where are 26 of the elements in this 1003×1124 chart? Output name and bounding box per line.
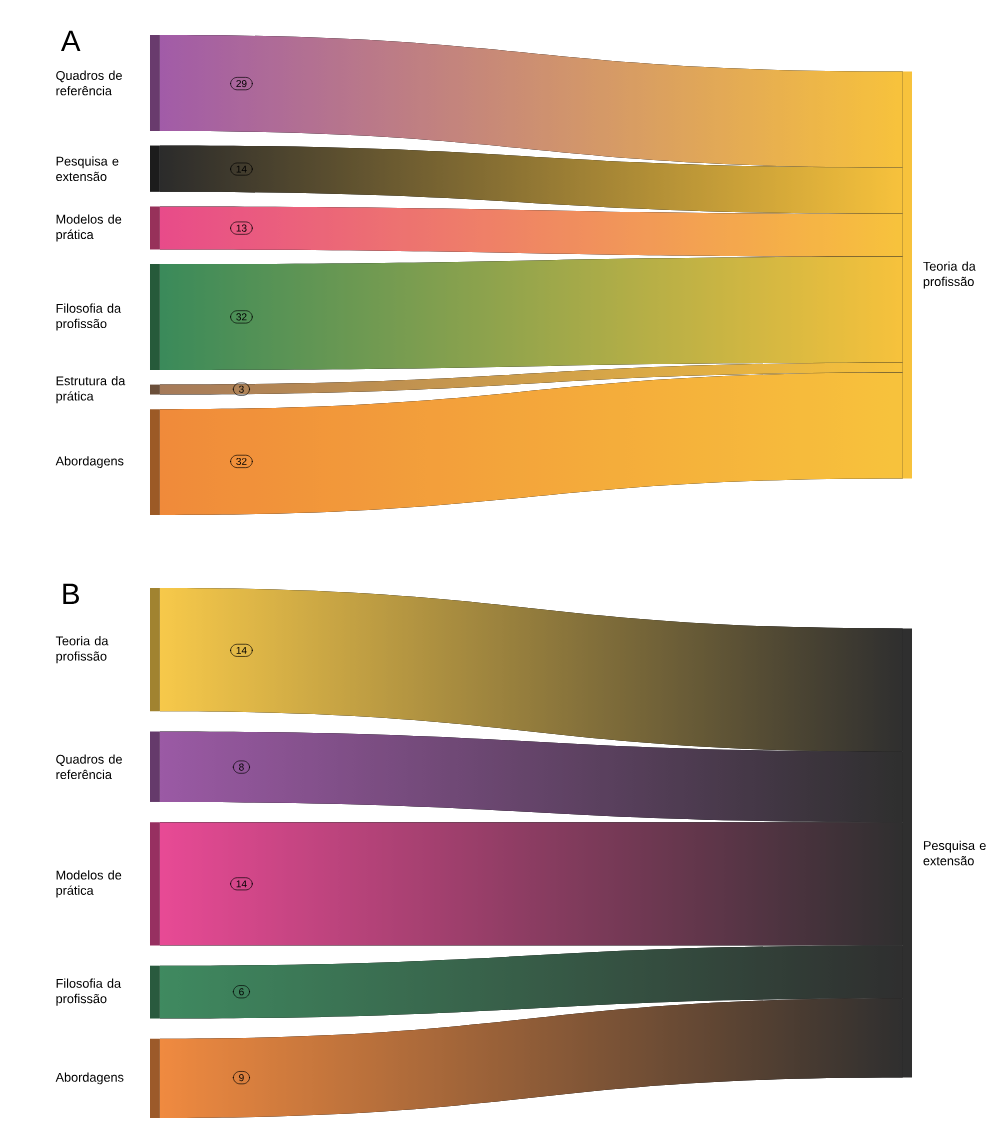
- data-label: 9: [239, 1074, 244, 1082]
- category-label: Filosofia da profissão: [56, 978, 122, 1006]
- category-label: Modelos de prática: [56, 214, 122, 242]
- text: Pesquisa e extensão: [923, 840, 986, 866]
- category-label: Abordagens: [55, 1072, 124, 1085]
- category-label: Quadros de referência: [56, 70, 122, 96]
- category-label: Filosofia da profissão: [56, 303, 122, 331]
- text: B: [63, 583, 79, 604]
- text: A: [61, 30, 81, 51]
- category-label: Pesquisa e extensão: [56, 156, 119, 182]
- data-label: 14: [236, 646, 247, 654]
- category-label: Estrutura da prática: [56, 375, 126, 404]
- data-label: 6: [239, 988, 244, 996]
- data-label: 14: [236, 880, 247, 888]
- category-label: Modelos de prática: [56, 870, 122, 898]
- data-label: 8: [239, 763, 244, 771]
- data-label: 3: [239, 385, 244, 393]
- category-label: Abordagens: [55, 456, 124, 468]
- category-label: Teoria da profissão: [55, 636, 109, 664]
- data-label: 29: [236, 80, 247, 88]
- data-label: 13: [236, 224, 247, 232]
- data-label: 14: [236, 165, 247, 173]
- text: Teoria da profissão: [923, 261, 976, 289]
- data-label: 32: [236, 313, 247, 321]
- data-label: 32: [236, 457, 247, 465]
- category-label: Quadros de referência: [56, 754, 122, 780]
